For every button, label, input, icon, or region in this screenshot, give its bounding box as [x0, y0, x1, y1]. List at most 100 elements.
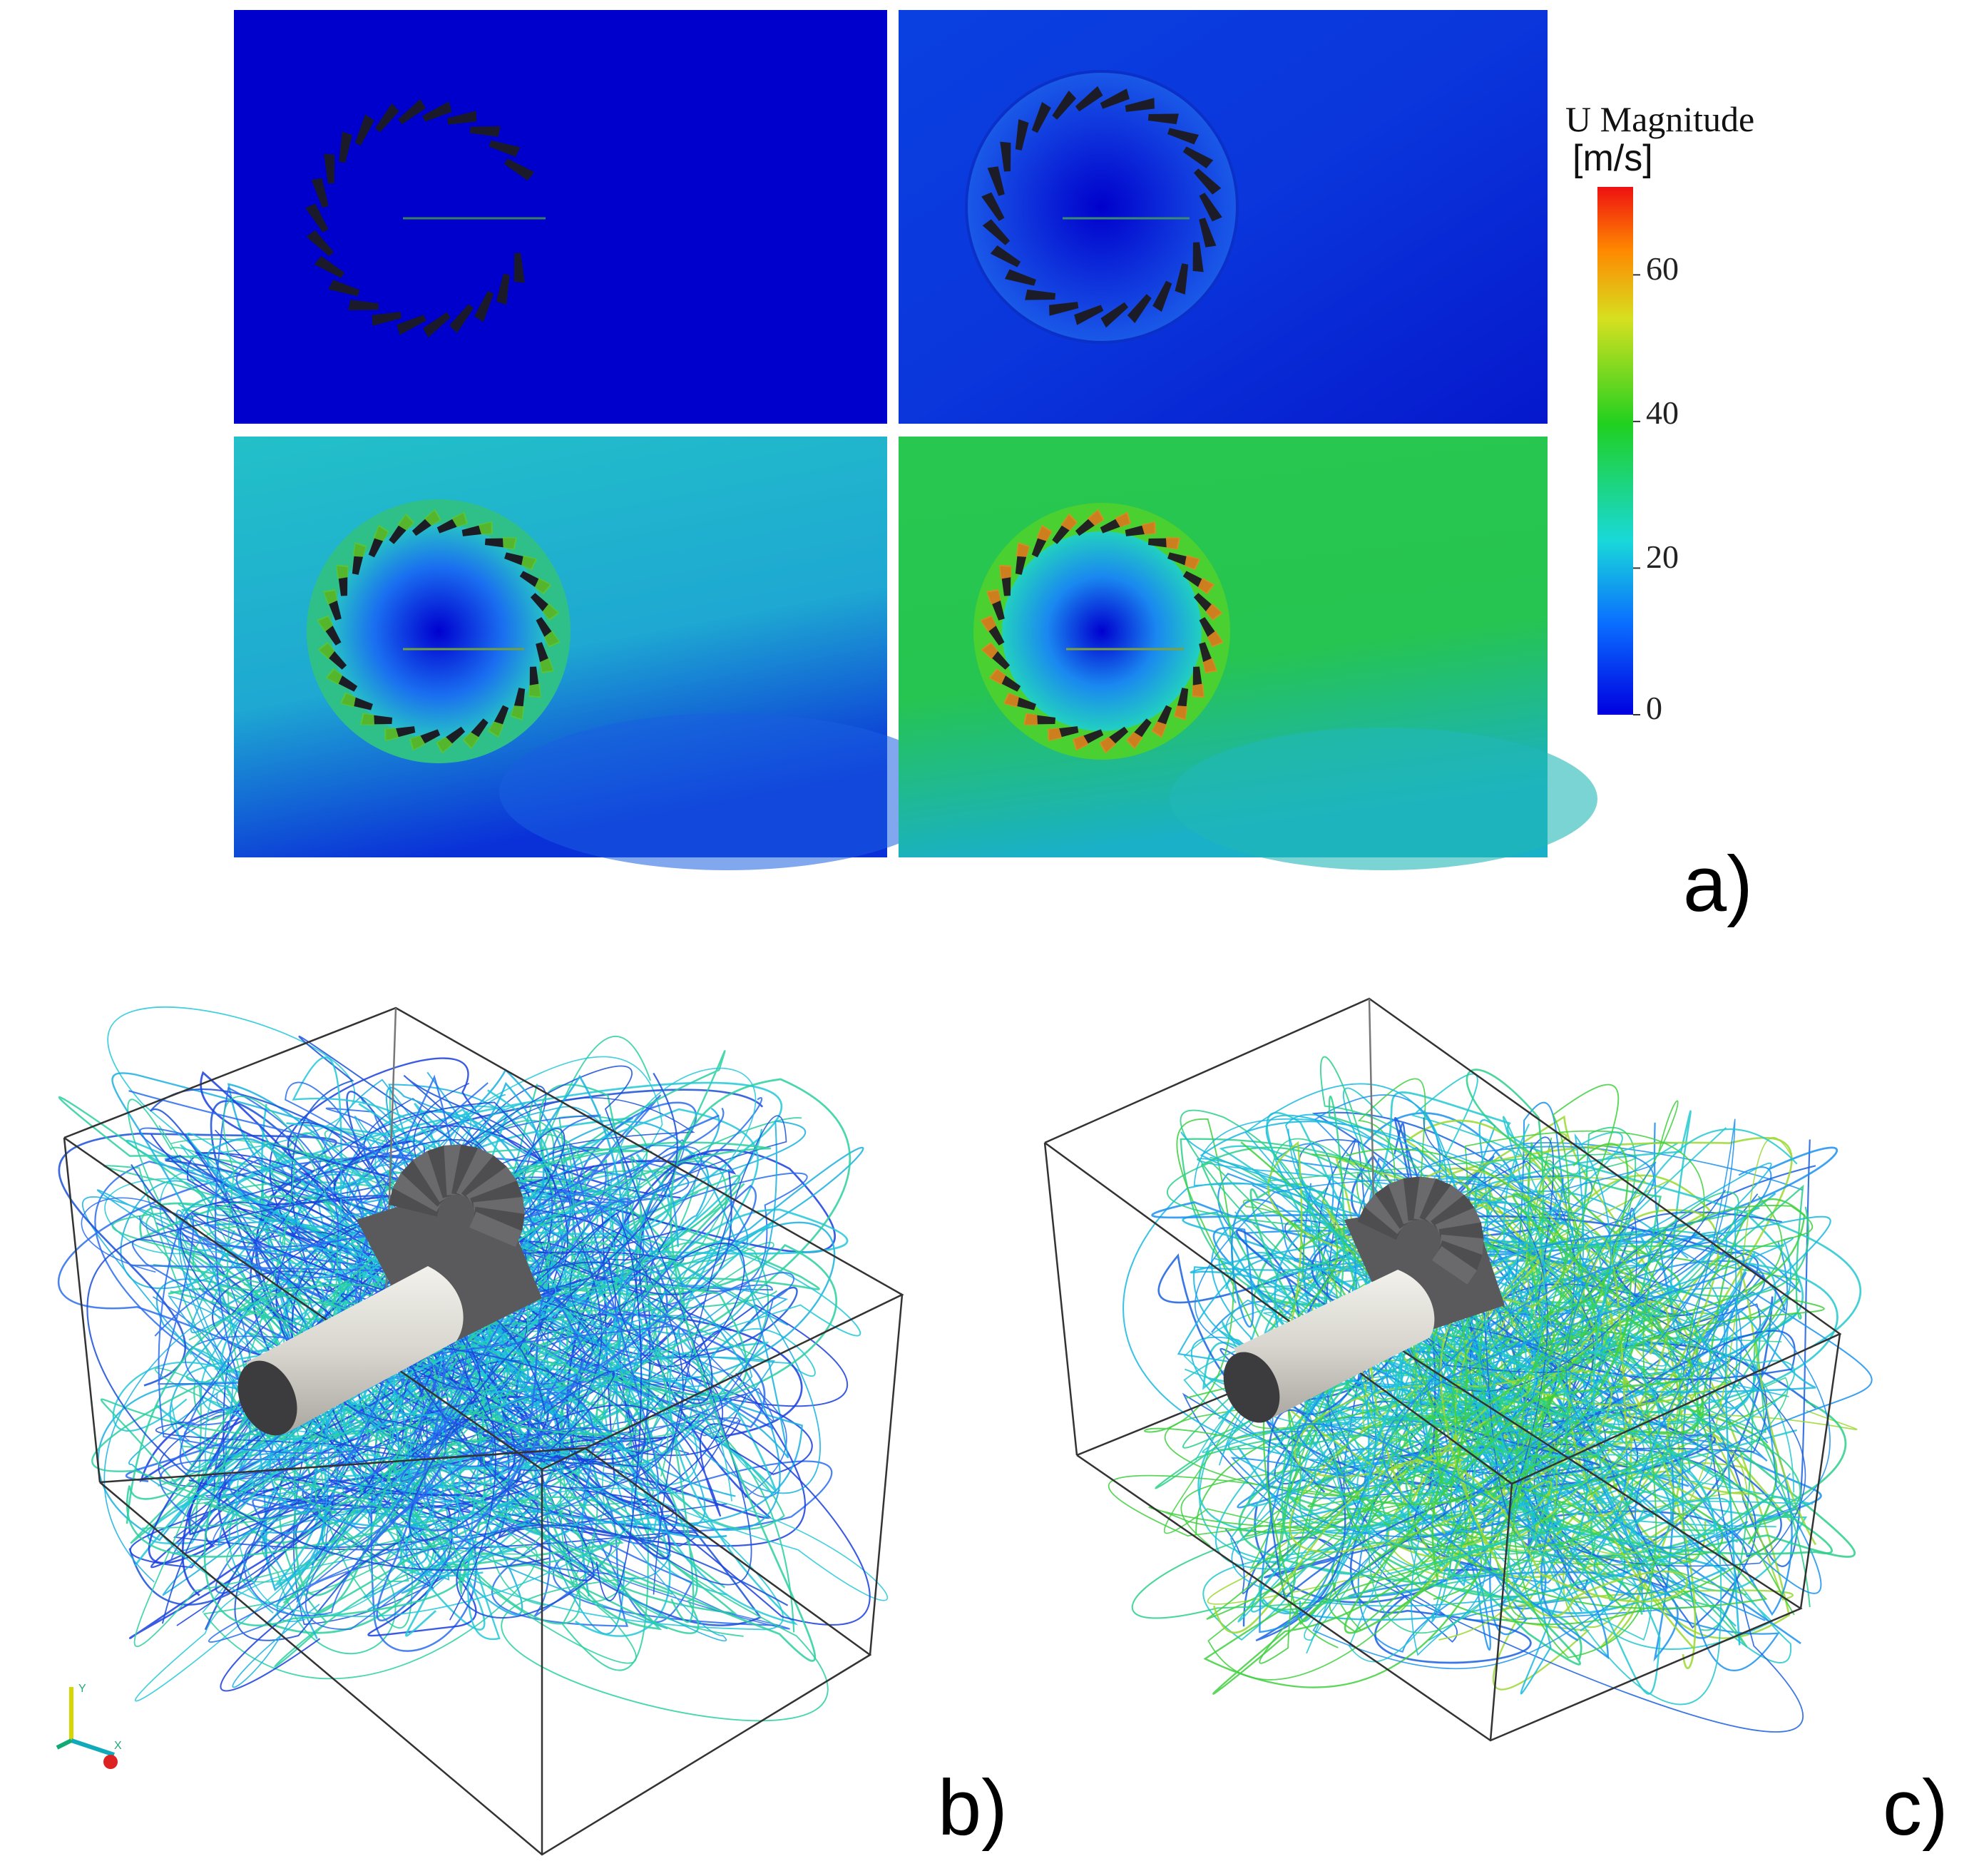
gear-tooth	[388, 1188, 441, 1217]
streamline	[1386, 1265, 1724, 1656]
gear-section	[981, 86, 1222, 328]
gear-blade-tip	[1165, 536, 1180, 550]
gear-section	[317, 509, 561, 754]
gear-3d	[1223, 1176, 1505, 1423]
gear-blade-tip	[360, 713, 375, 726]
gear-blade-tip	[1016, 541, 1030, 557]
gear-blade-tip	[325, 668, 343, 685]
gear-blade	[513, 253, 525, 283]
gear-tooth	[1431, 1246, 1478, 1285]
gear-blade-tip	[539, 658, 554, 673]
gear-blade	[311, 178, 329, 208]
gear-blade	[1182, 146, 1214, 169]
gear-blade-tip	[999, 564, 1012, 579]
gear-blade	[1015, 119, 1029, 151]
gear-blade	[348, 300, 379, 311]
streamline	[252, 1212, 642, 1601]
gear-blade	[474, 291, 494, 322]
gear-blade	[372, 312, 402, 326]
gear-blade	[1000, 141, 1011, 172]
colorbar-unit: [m/s]	[1572, 138, 1653, 179]
gear-blade-tip	[988, 668, 1006, 685]
gear-blade	[489, 140, 521, 157]
gear-blade-tip	[409, 735, 426, 751]
streamline	[1218, 1073, 1727, 1623]
gear-blade-tip	[1197, 577, 1215, 594]
gear-blade	[1004, 269, 1036, 286]
gear-3d	[237, 1144, 542, 1436]
gear-blade-tip	[488, 721, 504, 738]
streamline	[1259, 1399, 1801, 1611]
gear-blade	[981, 192, 1005, 221]
gear-blade-tip	[1202, 658, 1217, 673]
gear-blade	[1127, 294, 1152, 324]
gear-blade-tip	[462, 732, 480, 750]
gear-blade	[1125, 98, 1155, 112]
gear-tooth	[451, 1144, 479, 1197]
gear-blade-tip	[1174, 705, 1188, 721]
gear-blade	[987, 166, 1005, 196]
streamline	[159, 1132, 663, 1617]
gear-blade	[1100, 302, 1129, 328]
streamline	[126, 1141, 771, 1626]
svg-text:Y: Y	[78, 1683, 86, 1695]
contour-frame-bottom-left	[234, 437, 956, 870]
streamline	[1314, 1193, 1695, 1634]
gear-blade	[1199, 193, 1222, 222]
gear-section	[980, 509, 1224, 754]
streamline	[133, 1141, 764, 1647]
gear-tooth	[1357, 1205, 1404, 1240]
colorbar-tick-label: 0	[1646, 690, 1662, 726]
streamlines	[57, 1006, 889, 1722]
gear-blade-tip	[1141, 521, 1157, 535]
gear-blade	[1052, 90, 1077, 120]
streamline	[250, 1057, 681, 1637]
streamline	[206, 1081, 680, 1464]
panel-label-a: a)	[1683, 840, 1753, 928]
streamlines	[1108, 1056, 1873, 1733]
gear-blade	[469, 126, 501, 137]
streamline	[307, 1370, 660, 1664]
gear-blade	[422, 101, 452, 122]
gear-blade-tip	[1099, 736, 1117, 754]
streamline	[1506, 1084, 1814, 1658]
gear-blade-tip	[1125, 732, 1143, 750]
gear-tooth	[1436, 1240, 1483, 1271]
gear-blade-tip	[478, 521, 494, 535]
gear-blade-tip	[336, 564, 349, 579]
gear-blade	[503, 158, 535, 180]
gear-blade	[354, 114, 374, 146]
gear-blade	[1025, 289, 1056, 300]
streamline	[1368, 1233, 1651, 1633]
gear-blade-tip	[1060, 513, 1078, 531]
gear-blade	[328, 280, 360, 297]
gear-blade-tip	[1151, 721, 1167, 738]
streamline	[1190, 1219, 1799, 1621]
colorbar-tick-label: 60	[1646, 250, 1679, 287]
gear-blade	[1075, 86, 1103, 112]
gear-blade	[397, 315, 426, 335]
gear-blade	[449, 304, 474, 334]
streamline	[180, 1129, 745, 1621]
gear-blade-tip	[352, 541, 367, 557]
streamline	[1202, 1402, 1814, 1641]
gear-blade	[1193, 168, 1222, 195]
panel-label-b: b)	[938, 1764, 1008, 1852]
gear-blade	[423, 312, 451, 338]
gear-blade-tip	[986, 589, 1001, 605]
gear-blade-tip	[436, 736, 454, 754]
gear-blade-tip	[534, 577, 552, 594]
streamline	[1262, 1220, 1622, 1626]
streamline	[139, 1183, 837, 1571]
gear-blade-tip	[528, 683, 541, 698]
streamline	[1482, 1198, 1806, 1611]
streamline	[1345, 1069, 1662, 1529]
gear-blade-tip	[1192, 683, 1205, 698]
gear-blade-tip	[543, 630, 561, 648]
colorbar	[1597, 187, 1640, 715]
gear-blade-tip	[1207, 630, 1224, 648]
gear-blade	[496, 273, 510, 305]
colorbar-title: U Magnitude	[1565, 99, 1755, 139]
gear-blade	[1192, 242, 1204, 272]
gear-blade	[1199, 218, 1217, 248]
